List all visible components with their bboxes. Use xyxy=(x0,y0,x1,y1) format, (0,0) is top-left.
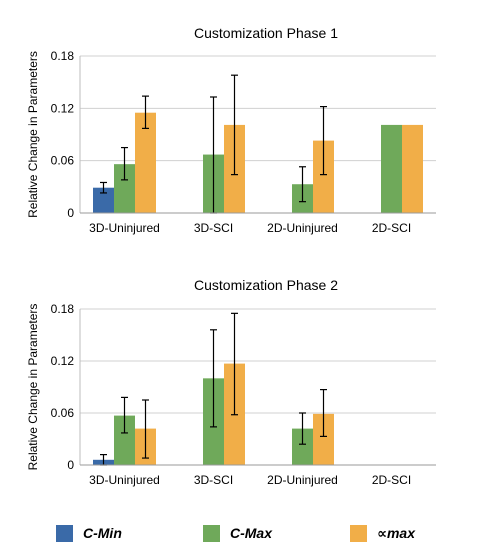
error-bar-c-max-2d-uninjured xyxy=(299,412,306,445)
x-tick-label: 2D-Uninjured xyxy=(267,221,338,235)
bar-max-3d-uninjured xyxy=(135,112,156,213)
legend-label-c-max: C-Max xyxy=(230,525,273,541)
x-tick-label: 3D-SCI xyxy=(194,221,233,235)
bar-max-2d-uninjured xyxy=(313,413,334,465)
x-tick-label: 2D-Uninjured xyxy=(267,473,338,487)
error-bar-max-3d-sci xyxy=(231,74,238,176)
bar-c-max-3d-uninjured xyxy=(114,164,135,213)
y-tick-label: 0.12 xyxy=(51,354,75,368)
x-tick-label: 3D-Uninjured xyxy=(89,473,160,487)
x-tick-label: 3D-SCI xyxy=(194,473,233,487)
error-bar-max-3d-uninjured xyxy=(142,399,149,459)
bar-max-2d-sci xyxy=(402,124,423,213)
legend-item-c-min: C-Min xyxy=(56,520,122,546)
x-tick-label: 2D-SCI xyxy=(372,473,411,487)
chart-title: Customization Phase 2 xyxy=(194,277,338,293)
error-bar-c-max-3d-sci xyxy=(210,329,217,428)
legend-label-c-min: C-Min xyxy=(83,525,122,541)
y-axis-label: Relative Change in Parameters xyxy=(26,51,40,218)
y-tick-label: 0.06 xyxy=(51,406,75,420)
error-bar-max-3d-sci xyxy=(231,312,238,416)
y-tick-label: 0 xyxy=(67,206,74,220)
error-bar-c-max-3d-uninjured xyxy=(121,396,128,434)
legend-item-alpha-max: ∝max xyxy=(350,520,415,546)
error-bar-c-max-3d-uninjured xyxy=(121,146,128,181)
error-bar-c-max-2d-uninjured xyxy=(299,166,306,203)
legend: C-Min C-Max ∝max xyxy=(0,520,493,546)
bar-max-2d-uninjured xyxy=(313,140,334,213)
chart-phase-1: Customization Phase 1 Relative Change in … xyxy=(26,25,436,235)
legend-swatch-alpha-max xyxy=(350,524,367,542)
x-tick-label: 3D-Uninjured xyxy=(89,221,160,235)
legend-item-c-max: C-Max xyxy=(203,520,272,546)
y-tick-label: 0.18 xyxy=(51,302,75,316)
chart-title: Customization Phase 1 xyxy=(194,25,338,41)
bar-c-min-3d-uninjured xyxy=(93,187,114,213)
y-axis-label: Relative Change in Parameters xyxy=(26,304,40,471)
legend-swatch-c-min xyxy=(56,524,73,542)
error-bar-c-min-3d-uninjured xyxy=(100,181,107,194)
bar-c-max-3d-uninjured xyxy=(114,415,135,465)
error-bar-max-3d-uninjured xyxy=(142,95,149,129)
chart-phase-2: Customization Phase 2 Relative Change in … xyxy=(26,277,436,487)
error-bar-max-2d-uninjured xyxy=(320,105,327,176)
legend-swatch-c-max xyxy=(203,524,220,542)
legend-label-alpha-max: ∝max xyxy=(377,524,415,541)
y-tick-label: 0.12 xyxy=(51,101,75,115)
bar-c-max-2d-uninjured xyxy=(292,428,313,465)
bar-c-max-2d-sci xyxy=(381,124,402,213)
y-tick-label: 0.06 xyxy=(51,154,75,168)
y-tick-label: 0 xyxy=(67,458,74,472)
x-tick-label: 2D-SCI xyxy=(372,221,411,235)
y-tick-label: 0.18 xyxy=(51,49,75,63)
error-bar-max-2d-uninjured xyxy=(320,389,327,437)
